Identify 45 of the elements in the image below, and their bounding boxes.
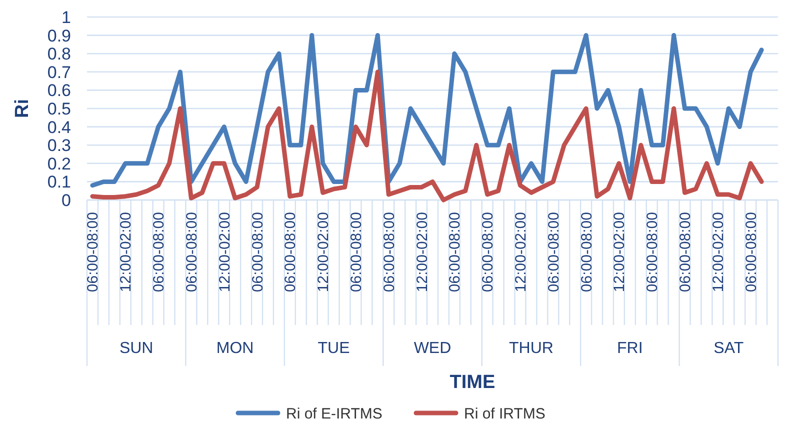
- x-tick-label: 06:00-08:00: [742, 212, 760, 292]
- text: WED: [414, 340, 452, 357]
- x-tick-label: 06:00-08:00: [578, 212, 596, 292]
- x-tick-label: 06:00-08:00: [545, 212, 562, 292]
- x-tick-label: 12:00-02:00: [414, 212, 431, 292]
- text: SAT: [714, 340, 744, 357]
- text: FRI: [617, 340, 643, 357]
- x-axis-title: TIME: [450, 372, 496, 393]
- x-tick-label: 06:00-08:00: [480, 212, 497, 292]
- x-tick-label: 06:00-08:00: [677, 212, 694, 292]
- y-tick-label: 0.8: [47, 44, 71, 64]
- y-tick-label: 0.7: [47, 62, 71, 82]
- legend-label: Ri of IRTMS: [464, 405, 546, 422]
- y-tick-label: 1: [62, 8, 71, 27]
- line-series: [90, 33, 764, 188]
- y-tick-label: 0.1: [47, 172, 71, 192]
- x-tick-label: 12:00-02:00: [216, 212, 234, 292]
- x-tick-label: 12:00-02:00: [611, 212, 628, 292]
- x-tick-label: 06:00-08:00: [348, 212, 365, 292]
- x-tick-label: 12:00-02:00: [512, 212, 530, 292]
- y-tick-label: 0.5: [47, 99, 71, 118]
- y-axis-title: Ri: [12, 99, 33, 118]
- x-tick-label: 12:00-02:00: [118, 212, 135, 292]
- x-tick-label: 06:00-08:00: [84, 212, 102, 292]
- legend-label: Ri of E-IRTMS: [286, 405, 382, 422]
- text: MON: [216, 340, 254, 357]
- x-tick-label: 12:00-02:00: [710, 212, 727, 292]
- y-tick-label: 0.2: [47, 154, 71, 174]
- text: SUN: [119, 340, 154, 357]
- x-tick-label: 12:00-02:00: [315, 212, 332, 292]
- y-tick-label: 0.4: [47, 118, 71, 137]
- x-tick-label: 06:00-08:00: [183, 212, 200, 292]
- x-tick-label: 06:00-08:00: [150, 212, 168, 292]
- x-tick-label: 06:00-08:00: [282, 212, 300, 292]
- text: THUR: [508, 340, 554, 357]
- y-tick-label: 0: [62, 190, 71, 210]
- line-series: [90, 70, 764, 202]
- x-tick-label: 06:00-08:00: [249, 212, 266, 292]
- text: TUE: [318, 340, 350, 357]
- y-tick-label: 0.3: [47, 136, 71, 156]
- y-tick-label: 0.9: [47, 26, 71, 46]
- x-tick-label: 06:00-08:00: [380, 212, 398, 292]
- y-tick-label: 0.6: [47, 81, 71, 100]
- x-tick-label: 06:00-08:00: [446, 212, 464, 292]
- x-tick-label: 06:00-08:00: [644, 212, 662, 292]
